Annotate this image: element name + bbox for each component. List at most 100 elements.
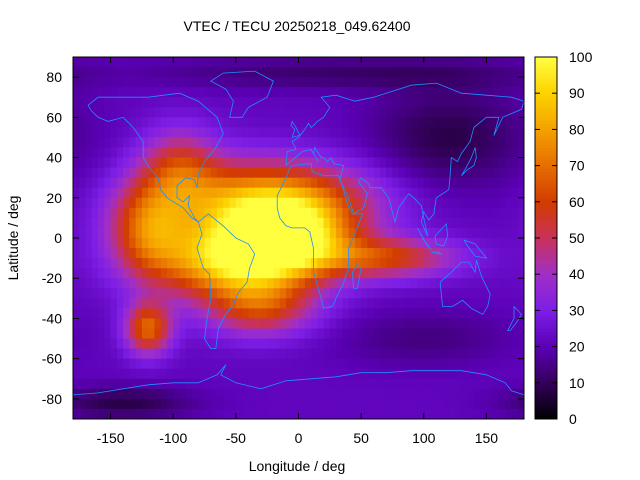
heatmap-cell <box>373 127 381 138</box>
heatmap-cell <box>492 388 500 400</box>
heatmap-cell <box>110 298 118 309</box>
heatmap-cell <box>492 318 500 329</box>
heatmap-cell <box>336 278 343 289</box>
heatmap-cell <box>461 207 469 219</box>
heatmap-cell <box>160 358 168 370</box>
heatmap-cell <box>304 328 312 339</box>
heatmap-cell <box>411 248 418 259</box>
heatmap-cell <box>342 288 350 299</box>
heatmap-cell <box>379 338 387 350</box>
heatmap-cell <box>304 107 312 118</box>
heatmap-cell <box>404 368 412 380</box>
heatmap-cell <box>79 268 86 279</box>
y-tick-label: 80 <box>46 69 62 85</box>
heatmap-cell <box>361 147 368 158</box>
heatmap-cell <box>192 77 199 88</box>
heatmap-cell <box>192 248 199 259</box>
colorbar-segment <box>535 292 557 296</box>
heatmap-cell <box>317 318 324 329</box>
heatmap-cell <box>486 338 494 350</box>
heatmap-cell <box>404 67 412 78</box>
heatmap-cell <box>198 197 205 209</box>
heatmap-cell <box>442 197 450 209</box>
heatmap-cell <box>436 238 443 249</box>
heatmap-cell <box>154 147 162 158</box>
heatmap-cell <box>329 107 337 118</box>
colorbar-segment <box>535 412 557 417</box>
heatmap-cell <box>336 177 343 189</box>
heatmap-cell <box>173 187 180 199</box>
heatmap-cell <box>455 67 462 78</box>
heatmap-cell <box>480 238 487 249</box>
heatmap-cell <box>91 177 99 189</box>
heatmap-cell <box>361 107 368 118</box>
heatmap-cell <box>398 328 406 339</box>
heatmap-cell <box>367 328 375 339</box>
heatmap-cell <box>198 318 205 329</box>
heatmap-cell <box>492 328 500 339</box>
heatmap-cell <box>192 388 199 400</box>
heatmap-cell <box>311 298 318 309</box>
heatmap-cell <box>166 127 174 138</box>
heatmap-cell <box>329 77 337 88</box>
heatmap-cell <box>455 217 462 229</box>
heatmap-cell <box>173 77 180 88</box>
heatmap-cell <box>417 388 425 400</box>
heatmap-cell <box>336 268 343 279</box>
heatmap-cell <box>423 177 431 189</box>
heatmap-cell <box>423 348 431 360</box>
heatmap-cell <box>179 348 187 360</box>
heatmap-cell <box>129 348 137 360</box>
coastline-new-guinea <box>463 239 488 259</box>
heatmap-cell <box>79 167 86 179</box>
heatmap-cell <box>217 107 224 118</box>
heatmap-cell <box>110 368 118 380</box>
heatmap-cell <box>473 248 481 259</box>
heatmap-cell <box>411 137 418 148</box>
heatmap-cell <box>198 97 205 108</box>
heatmap-cell <box>79 147 86 158</box>
heatmap-cell <box>160 187 168 199</box>
heatmap-cell <box>311 398 318 410</box>
heatmap-cell <box>417 197 425 209</box>
heatmap-cell <box>204 107 212 118</box>
heatmap-cell <box>498 258 506 269</box>
heatmap-cell <box>192 288 199 299</box>
x-axis-label: Longitude / deg <box>249 458 346 474</box>
heatmap-cell <box>185 268 193 279</box>
heatmap-cell <box>455 278 462 289</box>
heatmap-cell <box>498 388 506 400</box>
heatmap-cell <box>317 268 324 279</box>
heatmap-cell <box>273 167 281 179</box>
heatmap-cell <box>135 97 143 108</box>
heatmap-cell <box>398 338 406 350</box>
heatmap-cell <box>417 147 425 158</box>
heatmap-cell <box>379 97 387 108</box>
heatmap-cell <box>411 378 418 390</box>
heatmap-cell <box>511 238 519 249</box>
heatmap-cell <box>235 227 243 239</box>
heatmap-cell <box>480 378 487 390</box>
heatmap-cell <box>229 167 237 179</box>
heatmap-cell <box>467 137 475 148</box>
heatmap-cell <box>223 368 230 380</box>
heatmap-cell <box>223 358 230 370</box>
colorbar-segment <box>535 328 557 333</box>
heatmap-cell <box>154 368 162 380</box>
heatmap-cell <box>311 177 318 189</box>
heatmap-cell <box>198 187 205 199</box>
colorbar-segment <box>535 183 557 188</box>
heatmap-cell <box>436 368 443 380</box>
heatmap-cell <box>486 137 494 148</box>
heatmap-cell <box>129 217 137 229</box>
heatmap-cell <box>367 207 375 219</box>
heatmap-cell <box>430 258 437 269</box>
heatmap-cell <box>185 157 193 169</box>
heatmap-cell <box>192 278 199 289</box>
heatmap-cell <box>185 348 193 360</box>
heatmap-cell <box>179 308 187 319</box>
heatmap-cell <box>379 328 387 339</box>
heatmap-cell <box>379 258 387 269</box>
heatmap-cell <box>204 167 212 179</box>
heatmap-cell <box>267 157 274 169</box>
